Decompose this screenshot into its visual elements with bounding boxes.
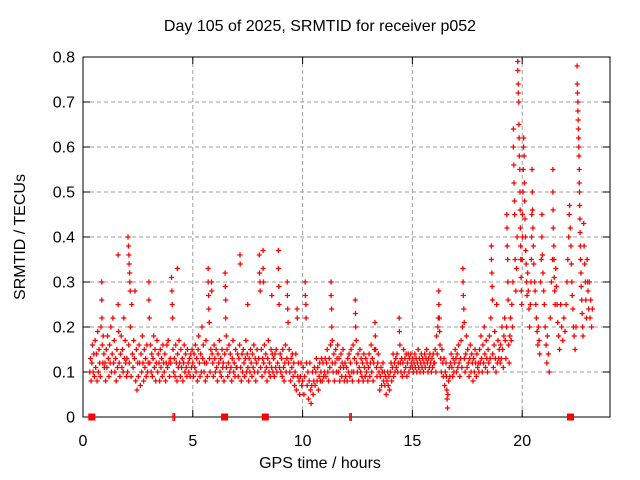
grid-path bbox=[83, 57, 610, 417]
y-tick-label: 0.3 bbox=[53, 275, 75, 292]
y-tick-label: 0.8 bbox=[53, 50, 75, 67]
data-points bbox=[87, 58, 595, 421]
y-tick-label: 0.7 bbox=[53, 95, 75, 112]
zero-square-marker bbox=[567, 413, 574, 421]
chart-title: Day 105 of 2025, SRMTID for receiver p05… bbox=[164, 18, 476, 35]
grid-lines bbox=[83, 57, 610, 417]
x-tick-label: 10 bbox=[294, 433, 312, 450]
x-tick-label: 5 bbox=[188, 433, 197, 450]
x-tick-label: 0 bbox=[79, 433, 88, 450]
y-axis-label: SRMTID / TECUs bbox=[12, 174, 29, 300]
y-tick-label: 0.5 bbox=[53, 185, 75, 202]
x-tick-label: 15 bbox=[404, 433, 422, 450]
x-axis-label: GPS time / hours bbox=[259, 455, 381, 472]
x-tick-label: 20 bbox=[513, 433, 531, 450]
plot-border bbox=[82, 56, 611, 418]
zero-square-marker bbox=[88, 413, 96, 421]
zero-bar-markers bbox=[172, 413, 352, 421]
zero-square-marker bbox=[221, 413, 229, 421]
y-tick-label: 0 bbox=[66, 410, 75, 427]
y-tick-label: 0.2 bbox=[53, 320, 75, 337]
zero-square-marker bbox=[261, 413, 269, 421]
tick-labels: 0 0.1 0.2 0.3 0.4 0.5 0.6 0.7 0.8 0 5 10 15 20 bbox=[53, 50, 531, 451]
scatter-plus-markers bbox=[87, 58, 595, 411]
y-tick-label: 0.4 bbox=[53, 230, 75, 247]
y-tick-label: 0.6 bbox=[53, 140, 75, 157]
y-tick-label: 0.1 bbox=[53, 365, 75, 382]
